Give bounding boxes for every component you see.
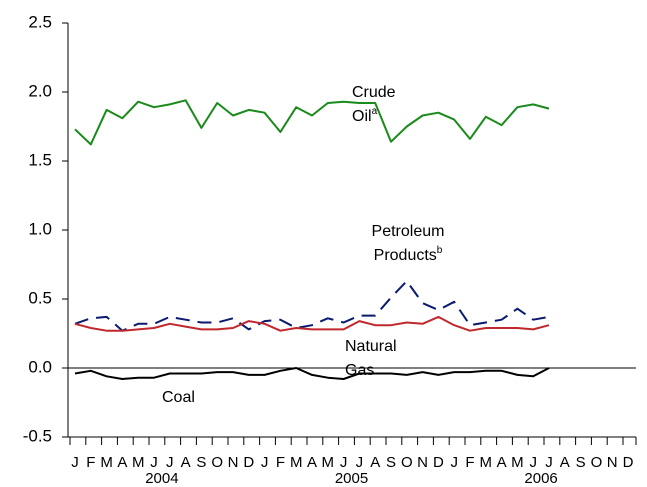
year-label: 2005 [335,470,368,487]
x-tick-label: F [86,454,95,471]
series-line [74,315,550,332]
x-tick-label: N [607,454,618,471]
series-line [74,280,550,332]
x-tick-label: D [433,454,444,471]
x-tick-label: S [576,454,586,471]
x-tick-label: J [71,454,79,471]
series-label: Petroleum Productsb [372,223,445,264]
x-tick-label: J [166,454,174,471]
y-tick-label: 0.5 [28,288,52,307]
y-tick-label: 1.5 [28,150,52,169]
x-tick-label: D [243,454,254,471]
x-tick-label: F [276,454,285,471]
x-tick-label: S [196,454,206,471]
x-tick-label: M [322,454,335,471]
x-tick-label: M [511,454,524,471]
x-tick-label: N [228,454,239,471]
x-tick-label: J [356,454,364,471]
x-tick-label: A [370,454,380,471]
x-tick-label: N [417,454,428,471]
x-tick-label: M [100,454,113,471]
footnote-mark: a [372,106,378,117]
x-tick-label: J [150,454,158,471]
x-tick-label: M [480,454,493,471]
x-tick-label: J [340,454,348,471]
x-tick-label: O [211,454,223,471]
series-line [74,367,550,380]
year-label: 2004 [145,470,178,487]
x-tick-label: D [623,454,634,471]
x-tick-label: J [545,454,553,471]
series-label: Crude Oila [352,84,396,125]
y-tick-label: -0.5 [23,426,52,445]
year-label: 2006 [524,470,557,487]
x-tick-label: S [386,454,396,471]
x-tick-label: A [560,454,570,471]
x-tick-label: F [465,454,474,471]
y-tick-label: 2.5 [28,12,52,31]
x-tick-label: J [261,454,269,471]
y-tick-label: 2.0 [28,81,52,100]
y-tick-label: 0.0 [28,357,52,376]
x-tick-label: O [401,454,413,471]
y-tick-label: 1.0 [28,219,52,238]
x-tick-label: O [591,454,603,471]
series-line [74,99,550,146]
footnote-mark: b [437,245,443,256]
x-tick-label: J [450,454,458,471]
x-tick-label: A [497,454,507,471]
series-label: Natural Gas [345,338,397,379]
x-tick-label: A [181,454,191,471]
x-tick-label: M [290,454,303,471]
x-tick-label: M [132,454,145,471]
series-label: Coal [162,389,195,406]
x-tick-label: A [307,454,317,471]
x-tick-label: J [529,454,537,471]
x-tick-label: A [117,454,127,471]
